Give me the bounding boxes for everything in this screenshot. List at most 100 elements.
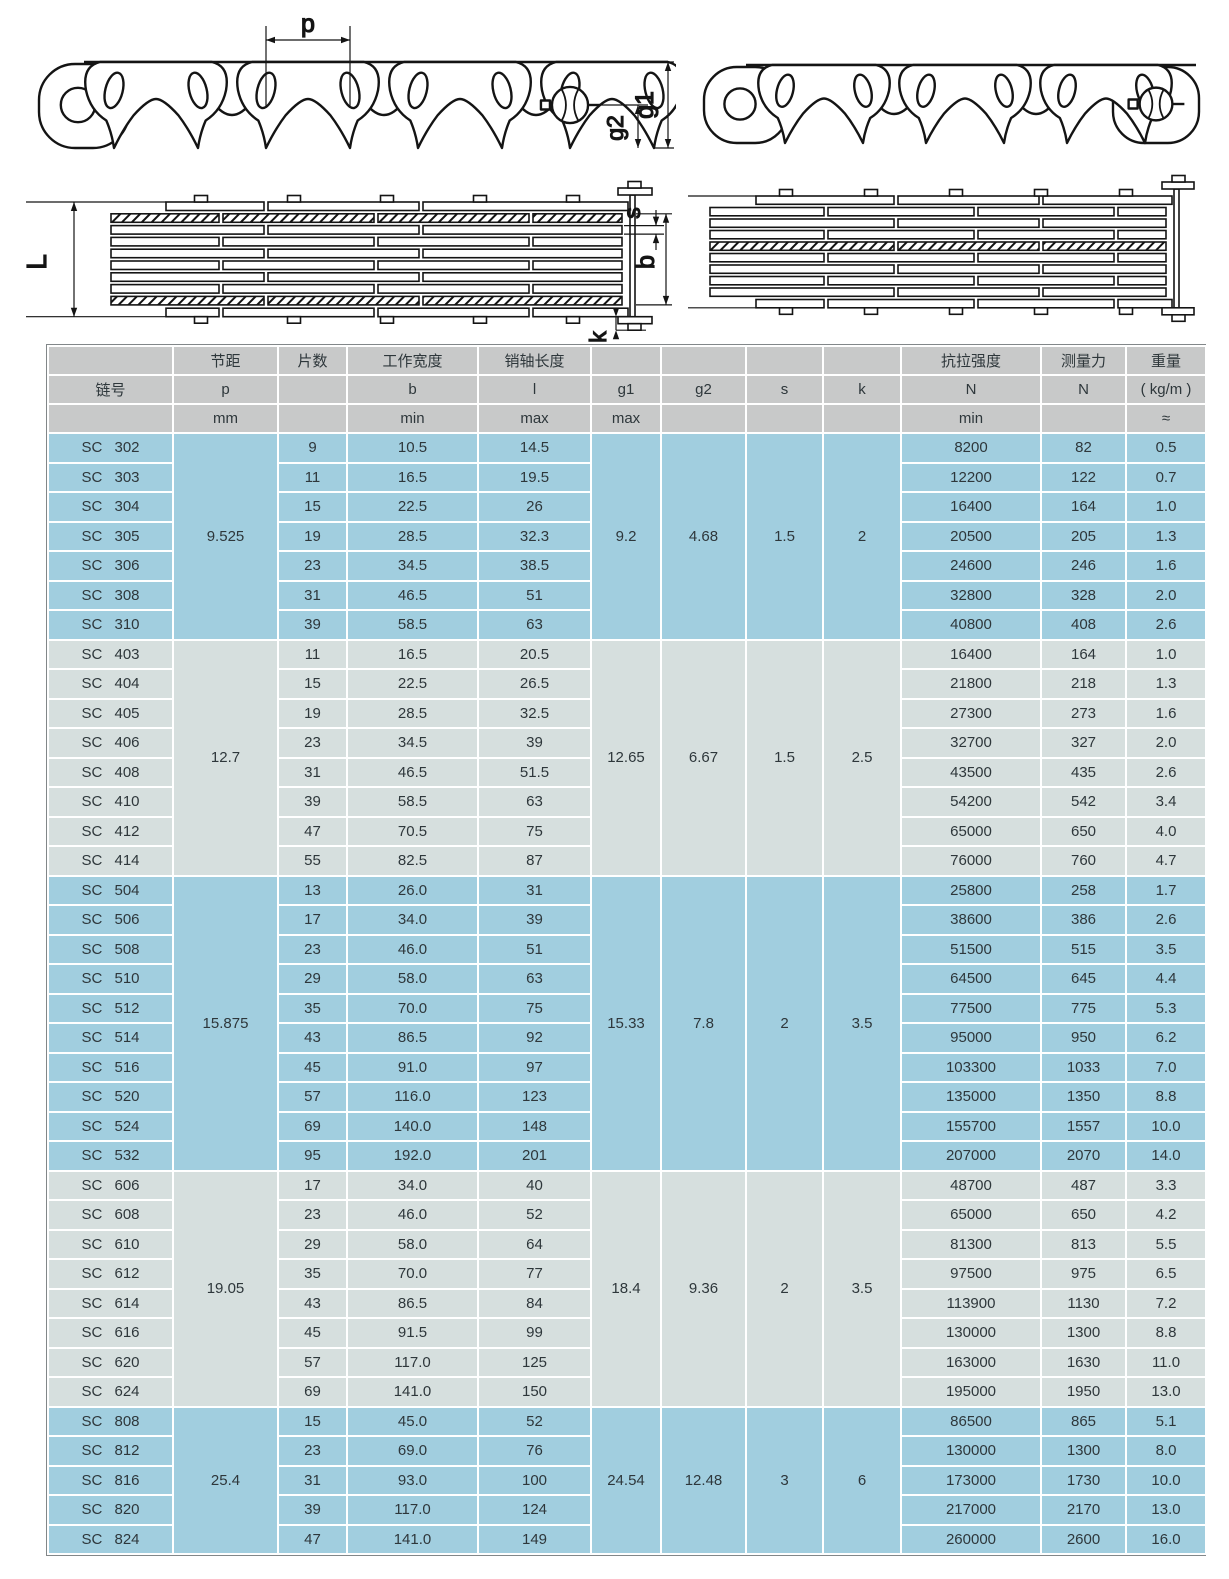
k-cell: 3.5 bbox=[822, 874, 902, 1172]
measuring-force-cell: 435 bbox=[1040, 756, 1127, 788]
guide-plate-hatched bbox=[709, 241, 895, 252]
work-width-cell: 116.0 bbox=[346, 1081, 479, 1113]
table-row: SC 620 57 117.0 125 163000 1630 11.0 bbox=[47, 1346, 1207, 1378]
table-row: SC 403 12.7 11 16.5 20.5 12.65 6.67 1.5 2.5 16400… bbox=[47, 638, 1207, 877]
pin-length-cell: 125 bbox=[477, 1346, 592, 1378]
pin-length-cell: 124 bbox=[477, 1494, 592, 1526]
table-row: SC 302 9.525 9 10.5 14.5 9.2 4.68 1.5 2 8200 82 0.5 bbox=[47, 432, 1207, 641]
g1-cell: 15.33 bbox=[590, 874, 662, 1172]
chain-no-cell: SC 304 bbox=[47, 491, 174, 523]
plates-cell: 29 bbox=[277, 1228, 348, 1260]
guide-plate-hatched bbox=[222, 213, 375, 224]
s-cell: 1.5 bbox=[745, 638, 824, 877]
guide-plate-hatched bbox=[1042, 241, 1167, 252]
tensile-cell: 217000 bbox=[900, 1494, 1042, 1526]
weight-cell: 5.5 bbox=[1125, 1228, 1207, 1260]
measuring-force-cell: 164 bbox=[1040, 638, 1127, 670]
tensile-cell: 8200 bbox=[900, 432, 1042, 464]
pin-length-cell: 19.5 bbox=[477, 461, 592, 493]
table-row: SC 412 47 70.5 75 65000 650 4.0 bbox=[47, 815, 1207, 847]
measuring-force-cell: 813 bbox=[1040, 1228, 1127, 1260]
pin-length-cell: 84 bbox=[477, 1287, 592, 1319]
dim-label-b: b bbox=[632, 255, 660, 269]
plates-cell: 29 bbox=[277, 963, 348, 995]
table-row: SC 816 31 93.0 100 173000 1730 10.0 bbox=[47, 1464, 1207, 1496]
plates-cell: 11 bbox=[277, 638, 348, 670]
link-plate bbox=[897, 195, 1040, 206]
pin-length-cell: 32.3 bbox=[477, 520, 592, 552]
header-cell-g2 bbox=[660, 403, 747, 434]
measuring-force-cell: 1130 bbox=[1040, 1287, 1127, 1319]
pin-length-cell: 26.5 bbox=[477, 668, 592, 700]
work-width-cell: 34.0 bbox=[346, 1169, 479, 1201]
measuring-force-cell: 1033 bbox=[1040, 1051, 1127, 1083]
chain-no-cell: SC 608 bbox=[47, 1199, 174, 1231]
measuring-force-cell: 246 bbox=[1040, 550, 1127, 582]
header-cell-tensile: 抗拉强度 bbox=[900, 345, 1042, 376]
weight-cell: 1.3 bbox=[1125, 520, 1207, 552]
measuring-force-cell: 1300 bbox=[1040, 1317, 1127, 1349]
table-row: SC 408 31 46.5 51.5 43500 435 2.6 bbox=[47, 756, 1207, 788]
tensile-cell: 54200 bbox=[900, 786, 1042, 818]
header-cell-s bbox=[745, 345, 824, 376]
g1-cell: 24.54 bbox=[590, 1405, 662, 1555]
pin-length-cell: 150 bbox=[477, 1376, 592, 1408]
pin-length-cell: 75 bbox=[477, 992, 592, 1024]
pin-length-cell: 39 bbox=[477, 904, 592, 936]
tensile-cell: 77500 bbox=[900, 992, 1042, 1024]
pin-length-cell: 64 bbox=[477, 1228, 592, 1260]
work-width-cell: 10.5 bbox=[346, 432, 479, 464]
work-width-cell: 117.0 bbox=[346, 1494, 479, 1526]
chain-no-cell: SC 514 bbox=[47, 1022, 174, 1054]
pin-length-cell: 39 bbox=[477, 727, 592, 759]
tensile-cell: 173000 bbox=[900, 1464, 1042, 1496]
header-cell-weight: ≈ bbox=[1125, 403, 1207, 434]
chain-spec-table: 节距 片数 工作宽度 销轴长度 抗拉强度 测量力 重量 链号 p b l g1 g2 s k N N( kg/m… bbox=[47, 345, 1207, 1555]
weight-cell: 1.0 bbox=[1125, 638, 1207, 670]
tensile-cell: 65000 bbox=[900, 1199, 1042, 1231]
link-plate bbox=[377, 283, 530, 294]
link-plate bbox=[1042, 195, 1173, 206]
chain-no-cell: SC 310 bbox=[47, 609, 174, 641]
plates-cell: 57 bbox=[277, 1081, 348, 1113]
tensile-cell: 86500 bbox=[900, 1405, 1042, 1437]
plates-cell: 23 bbox=[277, 933, 348, 965]
tensile-cell: 43500 bbox=[900, 756, 1042, 788]
tensile-cell: 20500 bbox=[900, 520, 1042, 552]
work-width-cell: 91.5 bbox=[346, 1317, 479, 1349]
work-width-cell: 141.0 bbox=[346, 1376, 479, 1408]
pin-length-cell: 40 bbox=[477, 1169, 592, 1201]
table-row: SC 532 95 192.0 201 207000 2070 14.0 bbox=[47, 1140, 1207, 1172]
pin-end bbox=[617, 180, 653, 332]
tensile-cell: 103300 bbox=[900, 1051, 1042, 1083]
measuring-force-cell: 327 bbox=[1040, 727, 1127, 759]
tensile-cell: 207000 bbox=[900, 1140, 1042, 1172]
plates-cell: 31 bbox=[277, 579, 348, 611]
link-plate bbox=[222, 236, 375, 247]
chain-profile-view bbox=[37, 60, 676, 150]
weight-cell: 8.0 bbox=[1125, 1435, 1207, 1467]
chain-no-cell: SC 610 bbox=[47, 1228, 174, 1260]
plates-cell: 69 bbox=[277, 1376, 348, 1408]
weight-cell: 1.6 bbox=[1125, 697, 1207, 729]
chain-no-cell: SC 405 bbox=[47, 697, 174, 729]
tensile-cell: 25800 bbox=[900, 874, 1042, 906]
weight-cell: 10.0 bbox=[1125, 1464, 1207, 1496]
measuring-force-cell: 865 bbox=[1040, 1405, 1127, 1437]
link-plate bbox=[709, 287, 895, 298]
pin-length-cell: 123 bbox=[477, 1081, 592, 1113]
pin-length-cell: 52 bbox=[477, 1405, 592, 1437]
weight-cell: 4.2 bbox=[1125, 1199, 1207, 1231]
chain-no-cell: SC 412 bbox=[47, 815, 174, 847]
work-width-cell: 46.5 bbox=[346, 579, 479, 611]
chain-no-cell: SC 302 bbox=[47, 432, 174, 464]
chain-no-cell: SC 508 bbox=[47, 933, 174, 965]
work-width-cell: 46.0 bbox=[346, 933, 479, 965]
k-cell: 2 bbox=[822, 432, 902, 641]
link-plate bbox=[827, 298, 975, 309]
weight-cell: 2.6 bbox=[1125, 756, 1207, 788]
link-plate bbox=[1117, 298, 1173, 309]
chain-no-cell: SC 520 bbox=[47, 1081, 174, 1113]
link-plate bbox=[897, 218, 1040, 229]
pitch-cell: 15.875 bbox=[172, 874, 279, 1172]
